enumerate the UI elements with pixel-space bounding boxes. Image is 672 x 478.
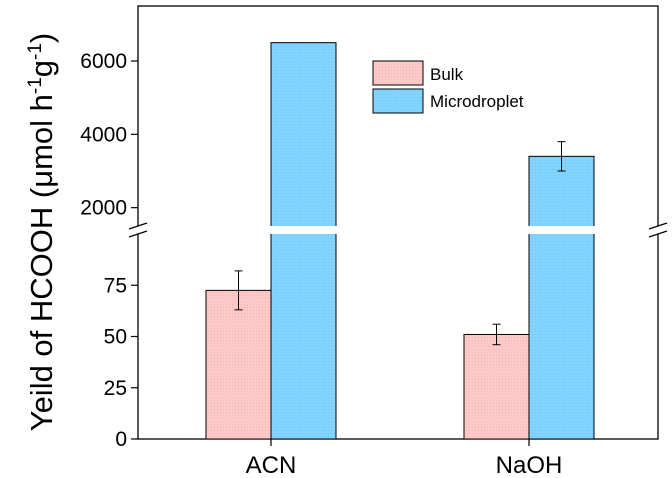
x-axis-ticks (270, 439, 530, 446)
y-axis-title-close: ) (24, 33, 59, 43)
break-slash (128, 222, 148, 230)
legend-swatch-bulk-dots (373, 61, 423, 85)
bar-texture (529, 156, 594, 440)
y-tick-label: 75 (104, 274, 127, 297)
y-axis-title-sup2: -1 (25, 43, 46, 60)
y-axis-title-main: Yeild of HCOOH (μmol h (24, 94, 59, 431)
plot-area (137, 5, 659, 440)
legend-swatch-microdroplet-dots (373, 89, 423, 113)
y-tick-label: 0 (115, 428, 127, 451)
legend-label-microdroplet: Microdroplet (430, 92, 524, 111)
bar-texture (206, 290, 271, 439)
bar-texture (464, 334, 529, 439)
y-tick-label: 4000 (80, 123, 127, 146)
break-slash (648, 222, 668, 230)
y-tick-label: 2000 (80, 197, 127, 220)
break-slash (128, 230, 148, 238)
x-tick-label-naoh: NaOH (496, 452, 563, 478)
x-tick-label-acn: ACN (246, 452, 297, 478)
plot-frame (137, 5, 659, 440)
y-axis-title-mid: g (24, 60, 59, 77)
y-axis-ticks: 0 25 50 75 2000 4000 6000 (80, 50, 138, 451)
break-band (126, 226, 670, 234)
bars (205, 42, 595, 440)
legend-label-bulk: Bulk (430, 65, 464, 84)
y-axis-title-sup1: -1 (25, 77, 46, 94)
legend: Bulk Microdroplet (372, 60, 524, 114)
break-slash (648, 230, 668, 238)
y-tick-label: 50 (104, 326, 127, 349)
y-tick-label: 6000 (80, 50, 127, 73)
y-axis-title: Yeild of HCOOH (μmol h-1g-1) (24, 33, 59, 432)
bar-texture (271, 42, 336, 440)
y-tick-label: 25 (104, 377, 127, 400)
axis-break-gap (126, 222, 670, 238)
